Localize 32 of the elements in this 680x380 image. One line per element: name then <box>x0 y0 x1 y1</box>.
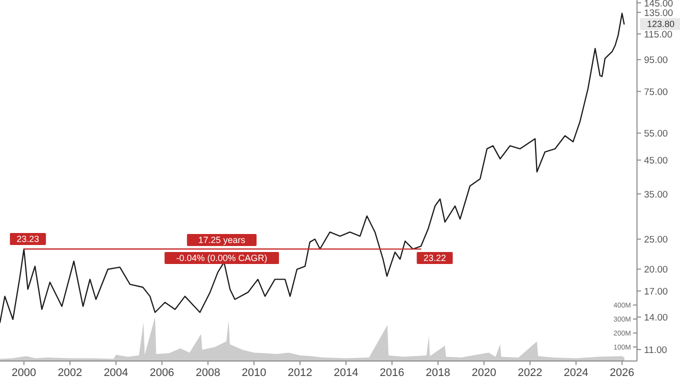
y-tick-label: 145.00 <box>644 0 674 10</box>
y-tick-label: 17.00 <box>644 286 668 298</box>
y-tick-label: 55.00 <box>644 128 668 140</box>
x-tick-label: 2016 <box>380 367 404 379</box>
x-tick-label: 2010 <box>242 367 266 379</box>
y-tick-label: 20.00 <box>644 264 668 276</box>
y-tick-label: 14.00 <box>644 312 668 324</box>
annotation: 23.22 <box>423 253 446 264</box>
x-tick-label: 2018 <box>426 367 450 379</box>
x-tick-label: 2020 <box>472 367 496 379</box>
x-tick-label: 2012 <box>288 367 312 379</box>
y-tick-label: 11.00 <box>644 345 668 356</box>
y-tick-label: 95.00 <box>644 55 668 66</box>
annotation: -0.04% (0.00% CAGR) <box>176 253 268 263</box>
x-tick-label: 2022 <box>518 367 542 379</box>
x-tick-label: 2008 <box>196 367 220 379</box>
y-tick-label: 75.00 <box>644 86 668 98</box>
annotation: 123.80 <box>647 19 675 30</box>
x-tick-label: 2014 <box>334 367 358 379</box>
y-tick-label: 135.00 <box>644 8 674 19</box>
annotation: 23.23 <box>16 234 40 244</box>
y-tick-label: 115.00 <box>644 29 672 40</box>
x-tick-label: 2024 <box>564 367 588 379</box>
x-tick-label: 2006 <box>150 367 174 379</box>
x-tick-label: 2000 <box>12 367 36 379</box>
y-tick-label: 35.00 <box>644 189 668 200</box>
x-tick-label: 2002 <box>58 367 82 379</box>
annotation: 17.25 years <box>198 235 246 245</box>
y-tick-label: 45.00 <box>644 156 668 167</box>
x-tick-label: 2004 <box>104 367 128 379</box>
y-tick-label: 25.00 <box>644 234 668 246</box>
x-tick-label: 2026 <box>610 367 634 379</box>
